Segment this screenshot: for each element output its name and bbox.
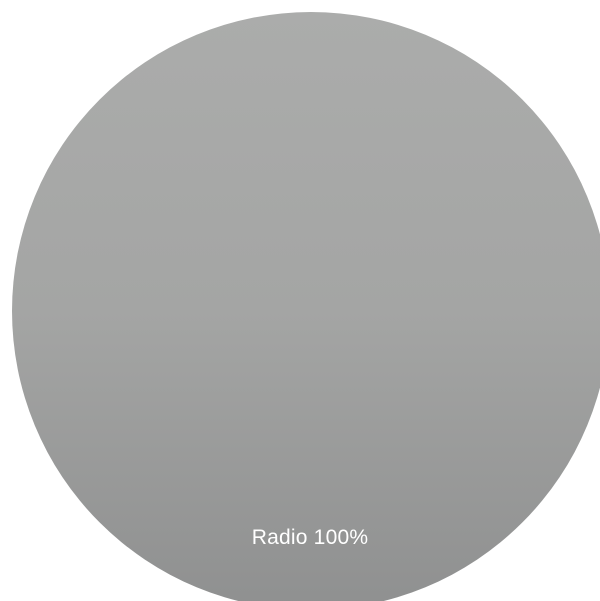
radio-circle-shape [12, 12, 600, 601]
radio-value-label: Radio 100% [251, 526, 369, 549]
